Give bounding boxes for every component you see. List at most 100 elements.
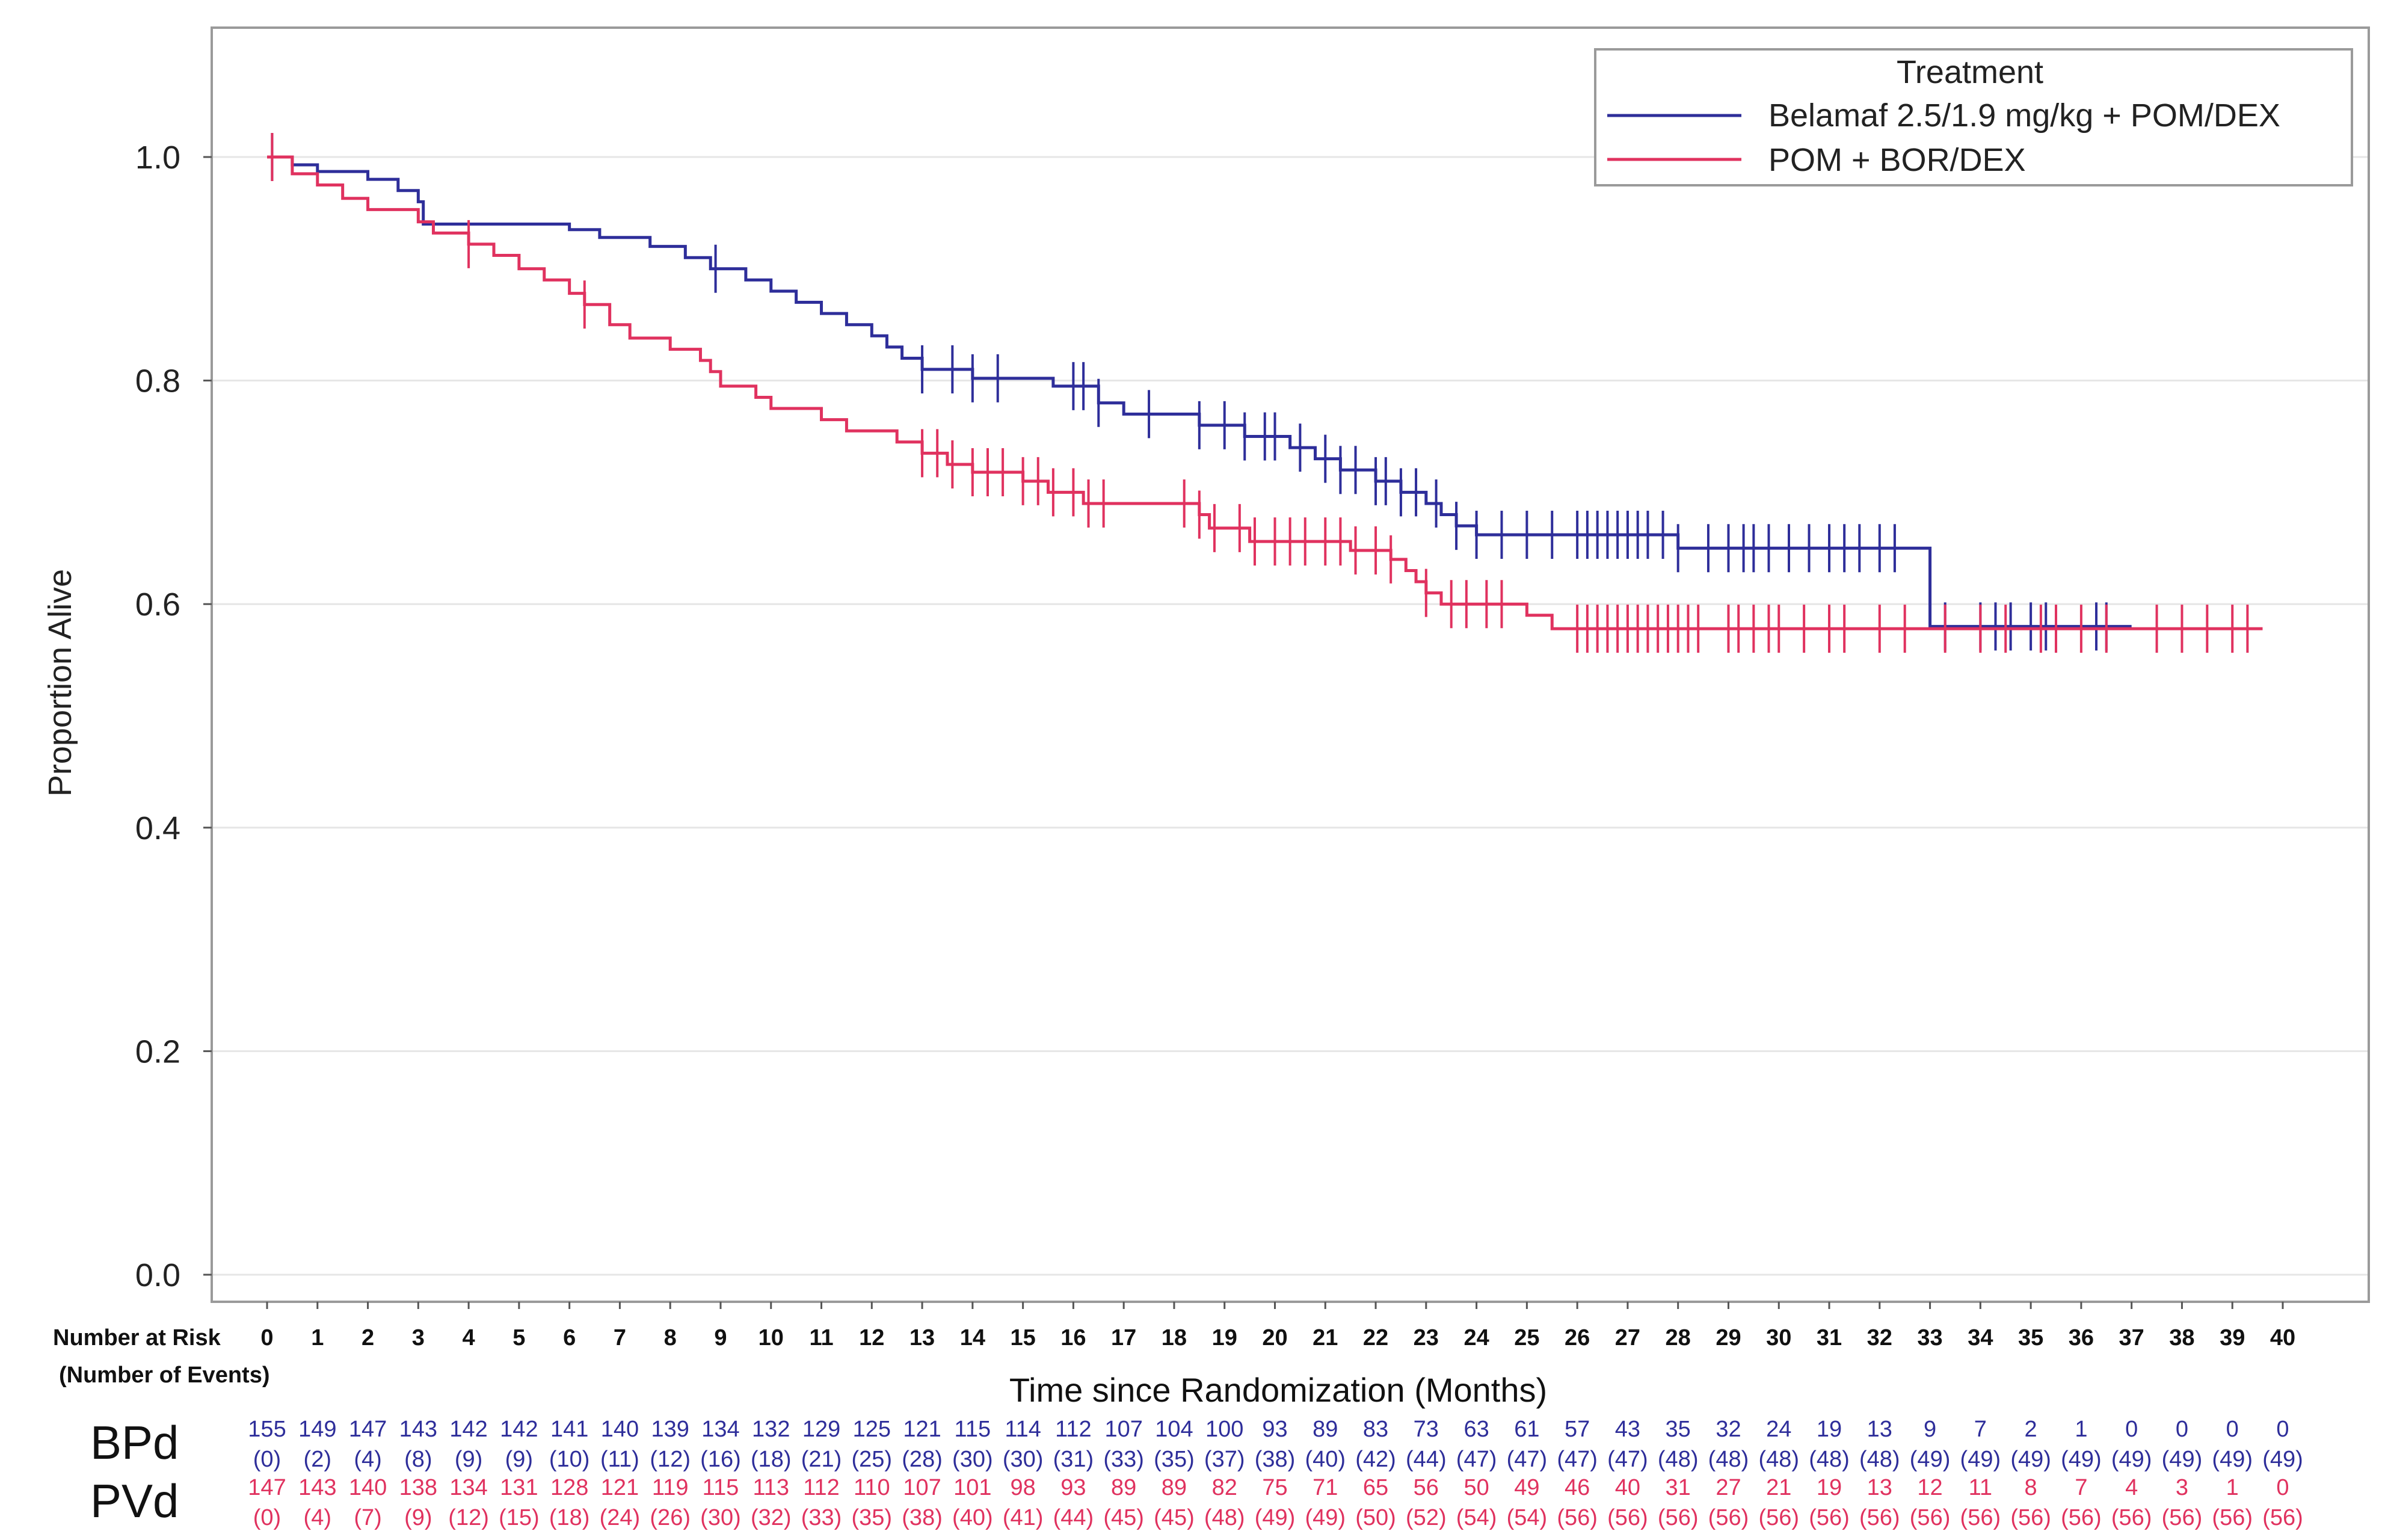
risk-events-bpd: (35): [1154, 1447, 1195, 1472]
x-tick-label: 4: [463, 1325, 475, 1351]
x-tick-label: 33: [1917, 1325, 1942, 1351]
risk-events-pvd: (15): [499, 1505, 540, 1530]
risk-events-pvd: (24): [600, 1505, 641, 1530]
risk-events-bpd: (30): [952, 1447, 993, 1472]
risk-events-pvd: (40): [952, 1505, 993, 1530]
risk-events-pvd: (4): [304, 1505, 331, 1530]
risk-at-risk-pvd: 115: [703, 1475, 739, 1500]
risk-at-risk-pvd: 31: [1666, 1475, 1691, 1500]
risk-at-risk-bpd: 2: [2025, 1417, 2037, 1442]
x-tick-label: 23: [1414, 1325, 1439, 1351]
risk-at-risk-pvd: 98: [1010, 1475, 1035, 1500]
risk-at-risk-bpd: 73: [1414, 1417, 1439, 1442]
risk-events-bpd: (33): [1103, 1447, 1144, 1472]
x-tick-label: 20: [1262, 1325, 1287, 1351]
risk-events-bpd: (16): [700, 1447, 741, 1472]
risk-at-risk-bpd: 63: [1463, 1417, 1489, 1442]
risk-row-label-bpd: BPd: [90, 1416, 179, 1469]
risk-events-bpd: (10): [549, 1447, 590, 1472]
legend-label-belamaf: Belamaf 2.5/1.9 mg/kg + POM/DEX: [1768, 97, 2280, 134]
y-tick-label: 0.4: [135, 810, 180, 846]
risk-events-pvd: (56): [2061, 1505, 2102, 1530]
risk-at-risk-bpd: 100: [1205, 1417, 1243, 1442]
risk-events-bpd: (21): [801, 1447, 842, 1472]
risk-at-risk-bpd: 107: [1104, 1417, 1142, 1442]
risk-at-risk-pvd: 143: [298, 1475, 336, 1500]
risk-at-risk-pvd: 113: [752, 1475, 789, 1500]
risk-at-risk-bpd: 143: [399, 1417, 437, 1442]
risk-at-risk-pvd: 110: [854, 1475, 890, 1500]
risk-events-bpd: (44): [1406, 1447, 1447, 1472]
risk-at-risk-bpd: 104: [1155, 1417, 1193, 1442]
risk-events-pvd: (56): [2262, 1505, 2303, 1530]
x-axis-ticks: 0 1 2 3 4 5 6 7 8 9 10 11 12 13 14 15 16 17 18 19 20 21 22 23 24…: [260, 1302, 2295, 1351]
legend: Treatment Belamaf 2.5/1.9 mg/kg + POM/DE…: [1594, 48, 2353, 186]
risk-events-pvd: (45): [1154, 1505, 1195, 1530]
risk-at-risk-pvd: 0: [2276, 1475, 2289, 1500]
risk-events-pvd: (32): [751, 1505, 792, 1530]
risk-table: 155 149 147 143 142 142 141 140 139 134 132 129 125 1…: [248, 1417, 2303, 1530]
x-tick-label: 40: [2270, 1325, 2295, 1351]
risk-events-pvd: (35): [852, 1505, 893, 1530]
risk-events-bpd: (47): [1607, 1447, 1648, 1472]
x-tick-label: 24: [1463, 1325, 1489, 1351]
risk-at-risk-pvd: 75: [1262, 1475, 1287, 1500]
risk-at-risk-pvd: 4: [2125, 1475, 2138, 1500]
risk-at-risk-pvd: 93: [1060, 1475, 1086, 1500]
x-tick-label: 8: [664, 1325, 677, 1351]
risk-at-risk-bpd: 19: [1817, 1417, 1842, 1442]
risk-at-risk-pvd: 89: [1162, 1475, 1187, 1500]
x-tick-label: 2: [362, 1325, 374, 1351]
risk-at-risk-bpd: 141: [550, 1417, 588, 1442]
risk-at-risk-bpd: 140: [601, 1417, 639, 1442]
risk-events-bpd: (9): [505, 1447, 533, 1472]
x-axis-label: Time since Randomization (Months): [1009, 1371, 1547, 1409]
risk-events-pvd: (38): [902, 1505, 943, 1530]
x-tick-label: 25: [1514, 1325, 1539, 1351]
risk-events-bpd: (12): [650, 1447, 691, 1472]
risk-at-risk-bpd: 0: [2176, 1417, 2188, 1442]
risk-at-risk-pvd: 19: [1817, 1475, 1842, 1500]
risk-at-risk-bpd: 132: [752, 1417, 790, 1442]
risk-events-bpd: (25): [852, 1447, 893, 1472]
risk-events-bpd: (49): [2111, 1447, 2152, 1472]
risk-events-bpd: (49): [1960, 1447, 2001, 1472]
risk-at-risk-pvd: 7: [2075, 1475, 2087, 1500]
risk-at-risk-bpd: 0: [2226, 1417, 2239, 1442]
risk-table-header: Number at Risk: [53, 1325, 221, 1351]
x-tick-label: 30: [1766, 1325, 1791, 1351]
x-tick-label: 12: [859, 1325, 884, 1351]
risk-at-risk-bpd: 9: [1924, 1417, 1936, 1442]
y-tick-label: 1.0: [135, 140, 180, 176]
plot-frame: [211, 26, 2370, 1303]
risk-at-risk-bpd: 35: [1666, 1417, 1691, 1442]
risk-events-pvd: (44): [1053, 1505, 1094, 1530]
x-tick-label: 5: [512, 1325, 525, 1351]
risk-events-pvd: (56): [1910, 1505, 1951, 1530]
x-tick-label: 28: [1666, 1325, 1691, 1351]
risk-at-risk-bpd: 114: [1005, 1417, 1041, 1442]
x-tick-label: 3: [412, 1325, 425, 1351]
risk-at-risk-bpd: 83: [1363, 1417, 1388, 1442]
risk-at-risk-bpd: 7: [1974, 1417, 1987, 1442]
risk-at-risk-pvd: 21: [1766, 1475, 1791, 1500]
risk-events-pvd: (56): [2111, 1505, 2152, 1530]
x-tick-label: 0: [260, 1325, 273, 1351]
survival-curves: [267, 133, 2263, 653]
risk-events-pvd: (54): [1456, 1505, 1497, 1530]
risk-events-pvd: (18): [549, 1505, 590, 1530]
risk-events-pvd: (56): [1859, 1505, 1900, 1530]
risk-events-pvd: (49): [1305, 1505, 1346, 1530]
risk-events-bpd: (40): [1305, 1447, 1346, 1472]
risk-events-bpd: (42): [1355, 1447, 1396, 1472]
risk-events-pvd: (30): [700, 1505, 741, 1530]
risk-events-bpd: (8): [404, 1447, 432, 1472]
risk-at-risk-bpd: 149: [298, 1417, 336, 1442]
risk-at-risk-pvd: 27: [1716, 1475, 1741, 1500]
risk-events-bpd: (48): [1758, 1447, 1799, 1472]
risk-at-risk-bpd: 142: [500, 1417, 538, 1442]
risk-events-pvd: (56): [2162, 1505, 2203, 1530]
risk-events-pvd: (50): [1355, 1505, 1396, 1530]
risk-at-risk-pvd: 147: [248, 1475, 286, 1500]
risk-at-risk-pvd: 11: [1969, 1475, 1992, 1500]
